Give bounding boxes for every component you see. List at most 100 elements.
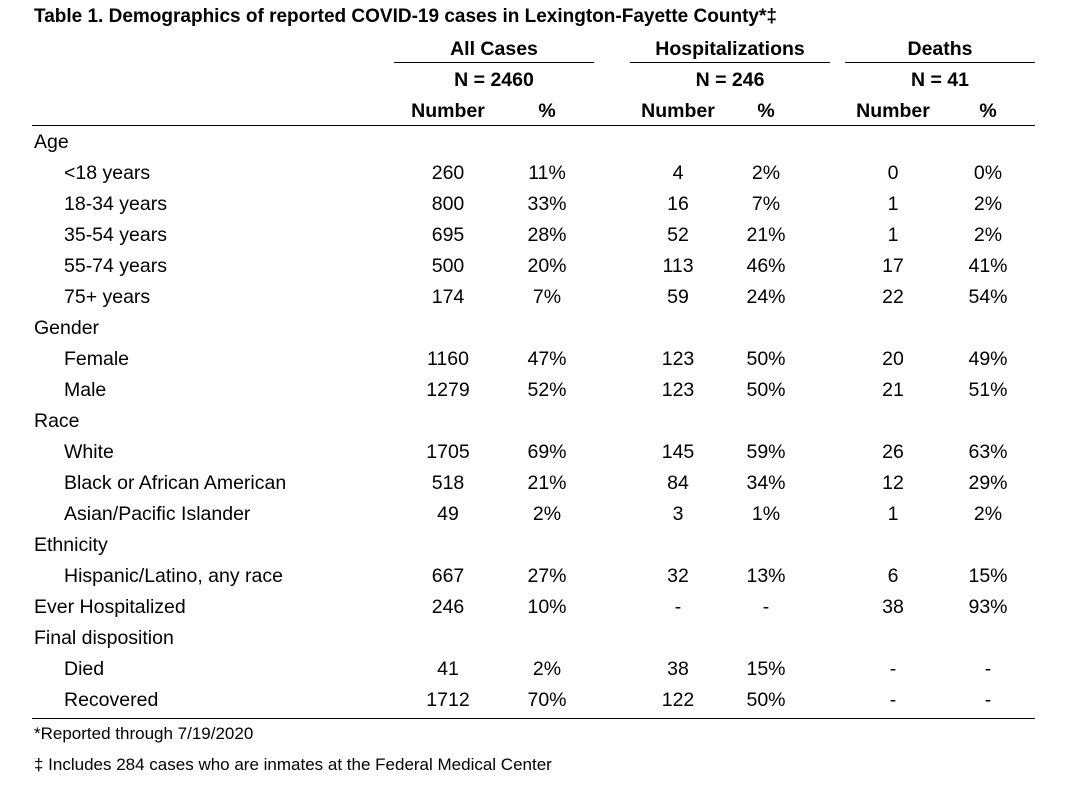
cell-hospitalizations-percent: 50% — [746, 689, 786, 711]
cell-hospitalizations-percent: 15% — [746, 658, 786, 680]
row-label: 18-34 years — [64, 193, 167, 215]
cell-all-cases-percent: 10% — [527, 596, 567, 618]
row-label: 35-54 years — [64, 224, 167, 246]
row-label: Male — [64, 379, 107, 401]
row-label: 55-74 years — [64, 255, 167, 277]
cell-deaths-percent: 49% — [968, 348, 1008, 370]
section-label: Final disposition — [34, 627, 174, 649]
cell-all-cases-number: 800 — [431, 193, 465, 215]
group-rule-all-cases — [394, 62, 594, 63]
cell-all-cases-percent: 20% — [527, 255, 567, 277]
cell-deaths-percent: 2% — [973, 503, 1003, 525]
footnote-inmates: ‡ Includes 284 cases who are inmates at … — [34, 755, 552, 774]
cell-hospitalizations-number: 122 — [661, 689, 695, 711]
group-header-all-cases: All Cases — [450, 38, 538, 60]
section-label: Ethnicity — [34, 534, 108, 556]
cell-deaths-number: - — [889, 689, 897, 711]
cell-all-cases-percent: 7% — [532, 286, 562, 308]
cell-hospitalizations-percent: 50% — [746, 348, 786, 370]
row-label: Died — [64, 658, 105, 680]
cell-all-cases-percent: 2% — [532, 658, 562, 680]
cell-all-cases-percent: 47% — [527, 348, 567, 370]
row-label: Recovered — [64, 689, 159, 711]
cell-hospitalizations-percent: 50% — [746, 379, 786, 401]
cell-all-cases-number: 260 — [431, 162, 465, 184]
cell-all-cases-percent: 28% — [527, 224, 567, 246]
cell-deaths-percent: 51% — [968, 379, 1008, 401]
subheader-number-all-cases: Number — [411, 100, 485, 122]
cell-hospitalizations-number: 16 — [667, 193, 689, 215]
row-label: Asian/Pacific Islander — [64, 503, 251, 525]
cell-hospitalizations-percent: - — [762, 596, 770, 618]
cell-hospitalizations-number: 145 — [661, 441, 695, 463]
cell-hospitalizations-percent: 2% — [751, 162, 781, 184]
cell-all-cases-number: 667 — [431, 565, 465, 587]
cell-hospitalizations-number: 84 — [667, 472, 689, 494]
subheader-percent-all-cases: % — [538, 100, 556, 122]
row-label: Hispanic/Latino, any race — [64, 565, 283, 587]
cell-all-cases-percent: 33% — [527, 193, 567, 215]
group-n-hospitalizations: N = 246 — [695, 69, 765, 91]
cell-all-cases-percent: 69% — [527, 441, 567, 463]
cell-deaths-number: 17 — [882, 255, 904, 277]
subheader-number-hospitalizations: Number — [641, 100, 715, 122]
cell-all-cases-number: 41 — [437, 658, 459, 680]
section-label: Ever Hospitalized — [34, 596, 186, 618]
footnote-reported-through: *Reported through 7/19/2020 — [34, 724, 254, 743]
cell-deaths-number: 12 — [882, 472, 904, 494]
cell-all-cases-number: 1712 — [426, 689, 470, 711]
cell-hospitalizations-number: 123 — [661, 348, 695, 370]
cell-hospitalizations-number: 32 — [667, 565, 689, 587]
cell-all-cases-percent: 27% — [527, 565, 567, 587]
group-rule-hospitalizations — [630, 62, 830, 63]
cell-all-cases-number: 246 — [431, 596, 465, 618]
cell-hospitalizations-percent: 1% — [751, 503, 781, 525]
cell-deaths-percent: 0% — [973, 162, 1003, 184]
cell-deaths-percent: - — [984, 689, 992, 711]
row-label: Black or African American — [64, 472, 287, 494]
cell-hospitalizations-percent: 21% — [746, 224, 786, 246]
cell-all-cases-number: 174 — [431, 286, 465, 308]
cell-deaths-number: 22 — [882, 286, 904, 308]
cell-deaths-number: 6 — [887, 565, 899, 587]
cell-all-cases-number: 49 — [437, 503, 459, 525]
header-rule — [32, 125, 1035, 126]
section-label: Age — [34, 131, 69, 153]
cell-hospitalizations-percent: 46% — [746, 255, 786, 277]
cell-hospitalizations-number: 52 — [667, 224, 689, 246]
cell-hospitalizations-number: - — [674, 596, 682, 618]
cell-deaths-percent: 54% — [968, 286, 1008, 308]
group-n-deaths: N = 41 — [911, 69, 969, 91]
cell-deaths-percent: - — [984, 658, 992, 680]
row-label: 75+ years — [64, 286, 151, 308]
cell-deaths-percent: 29% — [968, 472, 1008, 494]
cell-hospitalizations-number: 113 — [662, 255, 694, 277]
cell-hospitalizations-number: 59 — [667, 286, 689, 308]
row-label: <18 years — [64, 162, 151, 184]
cell-deaths-number: 1 — [887, 193, 899, 215]
table-title: Table 1. Demographics of reported COVID-… — [34, 6, 777, 27]
group-rule-deaths — [845, 62, 1035, 63]
cell-all-cases-number: 1160 — [427, 348, 469, 370]
group-n-all-cases: N = 2460 — [454, 69, 534, 91]
section-label: Gender — [34, 317, 100, 339]
cell-hospitalizations-number: 38 — [667, 658, 689, 680]
cell-hospitalizations-number: 4 — [672, 162, 684, 184]
cell-deaths-percent: 2% — [973, 193, 1003, 215]
cell-deaths-percent: 93% — [968, 596, 1008, 618]
section-label: Race — [34, 410, 80, 432]
cell-hospitalizations-percent: 7% — [751, 193, 781, 215]
cell-all-cases-percent: 52% — [527, 379, 567, 401]
cell-all-cases-number: 695 — [431, 224, 465, 246]
cell-deaths-number: 1 — [887, 503, 899, 525]
cell-all-cases-number: 500 — [431, 255, 465, 277]
cell-deaths-number: 1 — [887, 224, 899, 246]
subheader-percent-deaths: % — [979, 100, 997, 122]
cell-hospitalizations-percent: 24% — [746, 286, 786, 308]
cell-all-cases-percent: 21% — [527, 472, 567, 494]
cell-hospitalizations-number: 123 — [661, 379, 695, 401]
row-label: Female — [64, 348, 130, 370]
cell-deaths-number: 26 — [882, 441, 904, 463]
cell-hospitalizations-percent: 34% — [746, 472, 786, 494]
